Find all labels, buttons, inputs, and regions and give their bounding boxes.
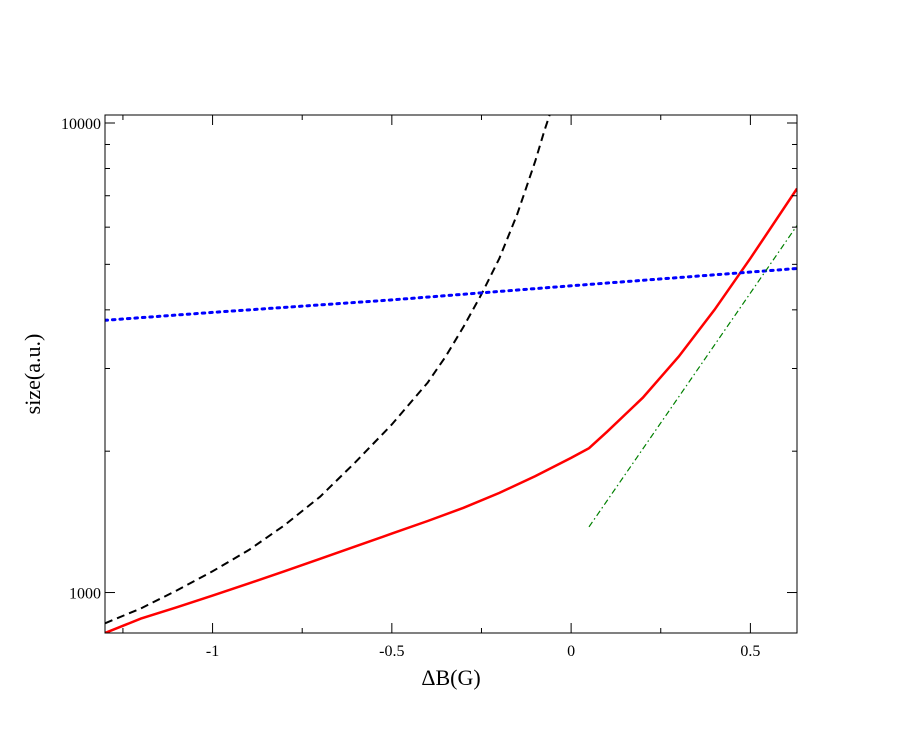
series-line-2 xyxy=(105,187,797,633)
series-line-4 xyxy=(588,225,797,528)
x-tick-label: 0.5 xyxy=(740,643,760,660)
series-line-3 xyxy=(105,267,797,322)
series-layer xyxy=(105,115,797,633)
x-axis-title: ΔB(G) xyxy=(421,665,480,690)
y-axis-title: size(a.u.) xyxy=(20,334,45,415)
y-tick-label: 1000 xyxy=(69,586,101,603)
tick-layer: -1 -0.5 0 0.5 1000 10000 xyxy=(61,115,797,660)
y-tick-label: 10000 xyxy=(61,116,101,133)
x-tick-label: -0.5 xyxy=(379,643,404,660)
x-tick-label: -1 xyxy=(206,643,219,660)
plot-frame xyxy=(104,114,798,634)
x-tick-label: 0 xyxy=(567,643,575,660)
series-line-1 xyxy=(105,115,551,625)
